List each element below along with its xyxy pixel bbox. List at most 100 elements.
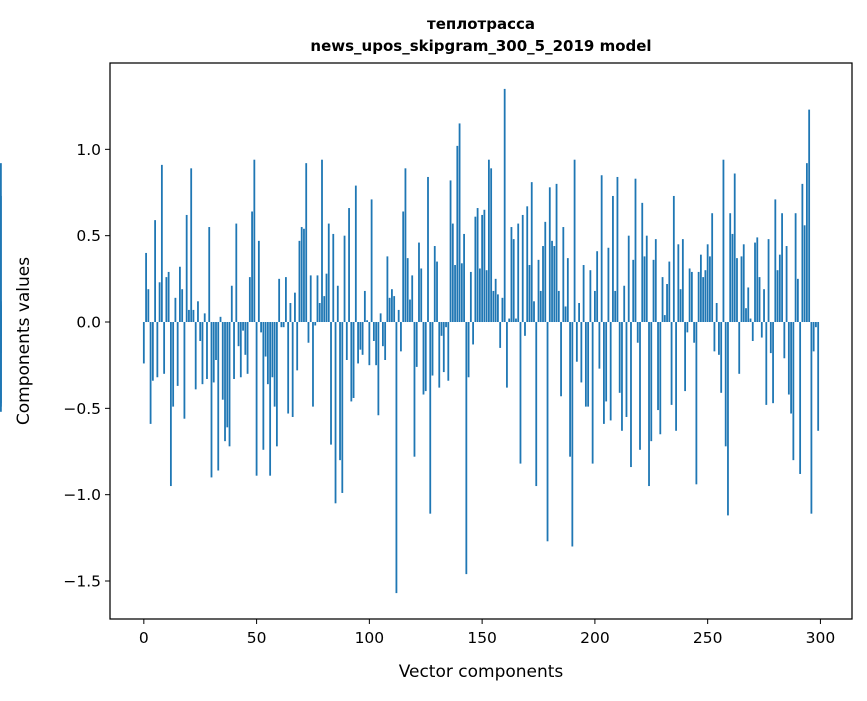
- bar-component-208: [612, 195, 614, 323]
- bar-component-98: [363, 290, 366, 323]
- bar-component-277: [767, 239, 770, 322]
- y-tick-label: −1.5: [63, 573, 101, 591]
- bar-component-101: [370, 199, 373, 323]
- bar-component-293: [803, 225, 806, 323]
- bar-component-187: [564, 306, 567, 323]
- bar-component-284: [783, 322, 786, 359]
- bar-component-145: [469, 271, 472, 322]
- bar-component-216: [630, 322, 632, 468]
- bar-component-64: [287, 322, 290, 414]
- bar-component-247: [699, 254, 702, 322]
- bar-component-211: [618, 322, 621, 393]
- bar-component-269: [749, 318, 752, 322]
- bar-component-13: [172, 322, 175, 407]
- bar-component-138: [454, 265, 456, 322]
- bar-component-159: [501, 297, 504, 322]
- bar-component-234: [670, 322, 673, 405]
- bar-component-171: [528, 265, 531, 322]
- bar-component-225: [650, 322, 653, 442]
- bar-component-63: [285, 277, 287, 322]
- bar-component-264: [738, 322, 741, 374]
- bar-component-99: [366, 320, 368, 323]
- bar-component-179: [546, 322, 549, 542]
- bar-component-217: [632, 259, 635, 322]
- bar-component-76: [314, 322, 317, 326]
- bar-component-1: [145, 252, 147, 323]
- bar-component-56: [269, 322, 272, 476]
- bar-component-285: [785, 246, 788, 323]
- bar-component-14: [174, 297, 177, 322]
- bar-component-263: [736, 258, 738, 323]
- y-tick-label: 0.0: [76, 314, 101, 332]
- bar-component-74: [309, 275, 312, 323]
- bar-component-280: [774, 199, 777, 323]
- bar-component-168: [521, 214, 524, 323]
- bar-component-61: [280, 322, 283, 328]
- bar-component-180: [548, 187, 551, 322]
- bar-component-268: [747, 287, 750, 322]
- bar-component-37: [226, 322, 229, 428]
- bar-component-82: [327, 223, 330, 322]
- bar-component-26: [201, 322, 204, 385]
- bar-component-70: [300, 227, 303, 323]
- bar-component-7: [158, 282, 161, 322]
- bar-component-95: [357, 322, 359, 364]
- bar-component-3: [149, 322, 152, 424]
- bar-component-164: [512, 239, 515, 322]
- bar-component-77: [316, 275, 319, 323]
- bar-component-271: [754, 242, 756, 323]
- bar-component-118: [409, 299, 411, 323]
- bar-component-25: [199, 322, 202, 341]
- bar-component-125: [424, 322, 427, 392]
- bar-component-123: [420, 268, 423, 323]
- bar-component-54: [264, 322, 267, 357]
- bar-component-151: [483, 209, 486, 323]
- bar-component-135: [447, 322, 450, 381]
- bar-component-47: [248, 277, 251, 322]
- bar-component-221: [641, 202, 644, 322]
- bar-component-299: [817, 322, 820, 431]
- x-tick-label: 150: [467, 629, 497, 647]
- bar-component-154: [490, 168, 493, 323]
- bar-component-197: [587, 322, 590, 407]
- bar-component-181: [551, 240, 553, 323]
- bar-component-286: [787, 322, 790, 395]
- bar-component-130: [436, 261, 438, 322]
- bar-component-147: [474, 216, 477, 323]
- bar-component-5: [154, 220, 156, 323]
- bar-component-undefined: [0, 322, 2, 412]
- bar-component-166: [517, 223, 520, 322]
- bar-component-295: [808, 109, 811, 323]
- bar-component-219: [636, 322, 639, 343]
- bar-component-undefined: [0, 306, 2, 323]
- bar-component-258: [724, 322, 727, 447]
- bar-component-235: [672, 195, 675, 323]
- bars: [0, 88, 820, 594]
- bar-component-104: [377, 322, 380, 416]
- bar-component-33: [217, 322, 220, 471]
- bar-component-112: [395, 322, 398, 594]
- bar-component-194: [580, 322, 583, 383]
- bar-component-189: [569, 322, 571, 457]
- bar-component-4: [151, 322, 154, 381]
- bar-component-105: [379, 313, 382, 322]
- bar-component-115: [402, 211, 405, 323]
- bar-component-238: [679, 289, 682, 323]
- bar-component-275: [763, 289, 765, 323]
- bar-component-39: [230, 285, 233, 323]
- bar-component-186: [562, 227, 565, 323]
- bar-component-15: [176, 322, 179, 386]
- x-tick-label: 200: [580, 629, 610, 647]
- bar-component-276: [765, 322, 768, 405]
- bar-component-120: [413, 322, 416, 457]
- bar-component-31: [212, 322, 215, 383]
- bar-component-228: [657, 322, 659, 411]
- bar-component-46: [246, 322, 249, 374]
- bar-component-83: [330, 322, 332, 445]
- bar-component-239: [681, 239, 684, 322]
- bar-component-158: [499, 322, 502, 348]
- bar-component-222: [643, 256, 646, 322]
- bar-component-53: [262, 322, 265, 450]
- y-tick-label: 1.0: [76, 141, 101, 159]
- bar-component-142: [463, 233, 465, 322]
